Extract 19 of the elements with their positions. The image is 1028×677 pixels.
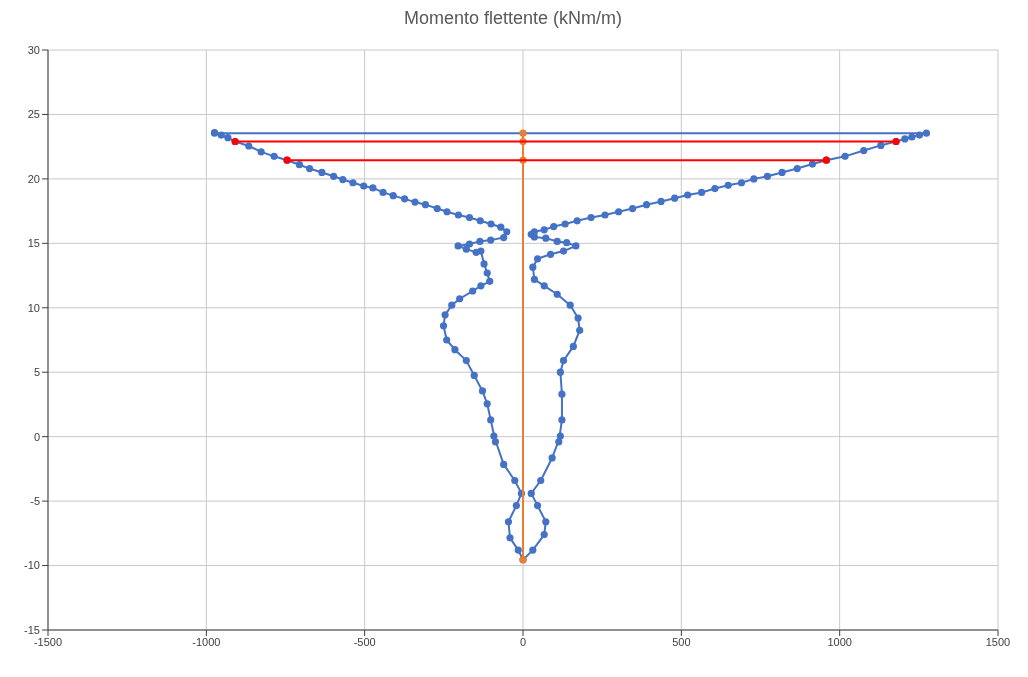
x-tick-label: 0 [519,635,527,648]
y-tick-label: 20 [27,172,40,185]
y-tick-label: 5 [33,366,40,379]
y-tick-label: 30 [27,43,40,56]
y-tick-label: -5 [30,495,40,508]
x-tick-label: 500 [672,635,691,648]
y-tick-label: 0 [33,430,40,443]
y-tick-label: 15 [27,237,40,250]
x-tick-label: -500 [353,635,376,648]
x-tick-label: -1500 [33,635,63,648]
x-tick-label: -1000 [192,635,221,648]
chart-title: Momento flettente (kNm/m) [402,8,624,30]
x-tick-label: 1500 [985,635,1011,648]
y-tick-label: -10 [24,559,40,572]
y-tick-label: -15 [24,623,40,636]
x-tick-label: 1000 [827,635,852,648]
point [519,129,527,137]
y-tick-label: 25 [27,108,40,121]
y-tick-label: 10 [27,301,40,314]
